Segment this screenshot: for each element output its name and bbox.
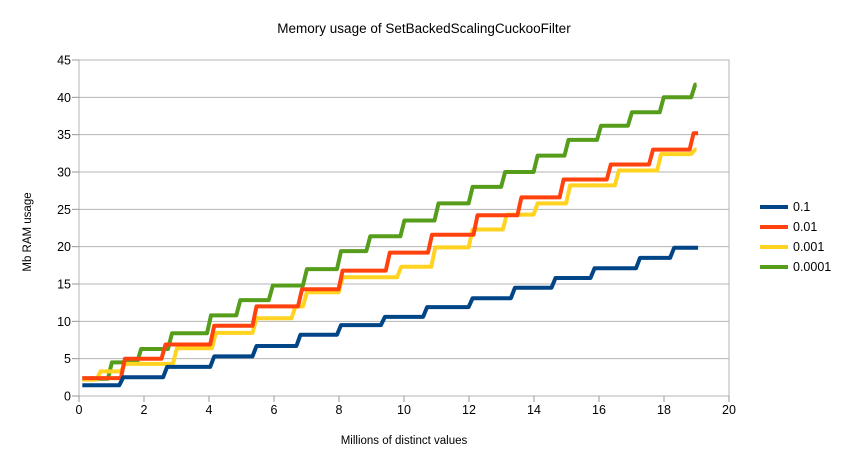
x-tick-label: 8 xyxy=(336,403,343,417)
legend-label: 0.01 xyxy=(793,220,818,234)
y-tick-label: 30 xyxy=(57,166,71,180)
x-tick-label: 14 xyxy=(527,403,541,417)
chart-title: Memory usage of SetBackedScalingCuckooFi… xyxy=(277,21,571,36)
y-tick-label: 25 xyxy=(57,203,71,217)
series-line-0.1 xyxy=(82,245,699,388)
x-tick-label: 20 xyxy=(722,403,736,417)
legend: 0.1 0.01 0.001 0.0001 xyxy=(760,197,831,277)
y-tick-label: 15 xyxy=(57,278,71,292)
y-tick-label: 45 xyxy=(57,54,71,68)
x-tick-label: 18 xyxy=(657,403,671,417)
series-line-0.001 xyxy=(82,147,698,382)
x-tick-label: 16 xyxy=(592,403,606,417)
x-tick-label: 10 xyxy=(397,403,411,417)
y-axis-title: Mb RAM usage xyxy=(22,192,34,272)
x-tick-label: 4 xyxy=(206,403,213,417)
y-tick-label: 20 xyxy=(57,240,71,254)
legend-swatch-0.001 xyxy=(760,245,788,249)
y-tick-label: 5 xyxy=(64,352,71,366)
legend-item-0.0001: 0.0001 xyxy=(760,257,831,277)
y-tick-label: 0 xyxy=(64,390,71,404)
series-line-0.01 xyxy=(82,131,699,381)
x-axis-title: Millions of distinct values xyxy=(340,435,468,447)
series-line-0.0001 xyxy=(82,82,698,381)
y-tick-label: 40 xyxy=(57,91,71,105)
x-tick-label: 6 xyxy=(271,403,278,417)
legend-label: 0.1 xyxy=(793,200,811,214)
x-tick-label: 2 xyxy=(141,403,148,417)
legend-item-0.1: 0.1 xyxy=(760,197,831,217)
legend-label: 0.0001 xyxy=(793,260,832,274)
y-tick-label: 35 xyxy=(57,128,71,142)
legend-label: 0.001 xyxy=(793,240,825,254)
x-tick-label: 12 xyxy=(462,403,476,417)
y-tick-label: 10 xyxy=(57,315,71,329)
legend-item-0.001: 0.001 xyxy=(760,237,831,257)
legend-swatch-0.1 xyxy=(760,205,788,209)
legend-item-0.01: 0.01 xyxy=(760,217,831,237)
legend-swatch-0.0001 xyxy=(760,265,788,269)
x-tick-label: 0 xyxy=(76,403,83,417)
legend-swatch-0.01 xyxy=(760,225,788,229)
